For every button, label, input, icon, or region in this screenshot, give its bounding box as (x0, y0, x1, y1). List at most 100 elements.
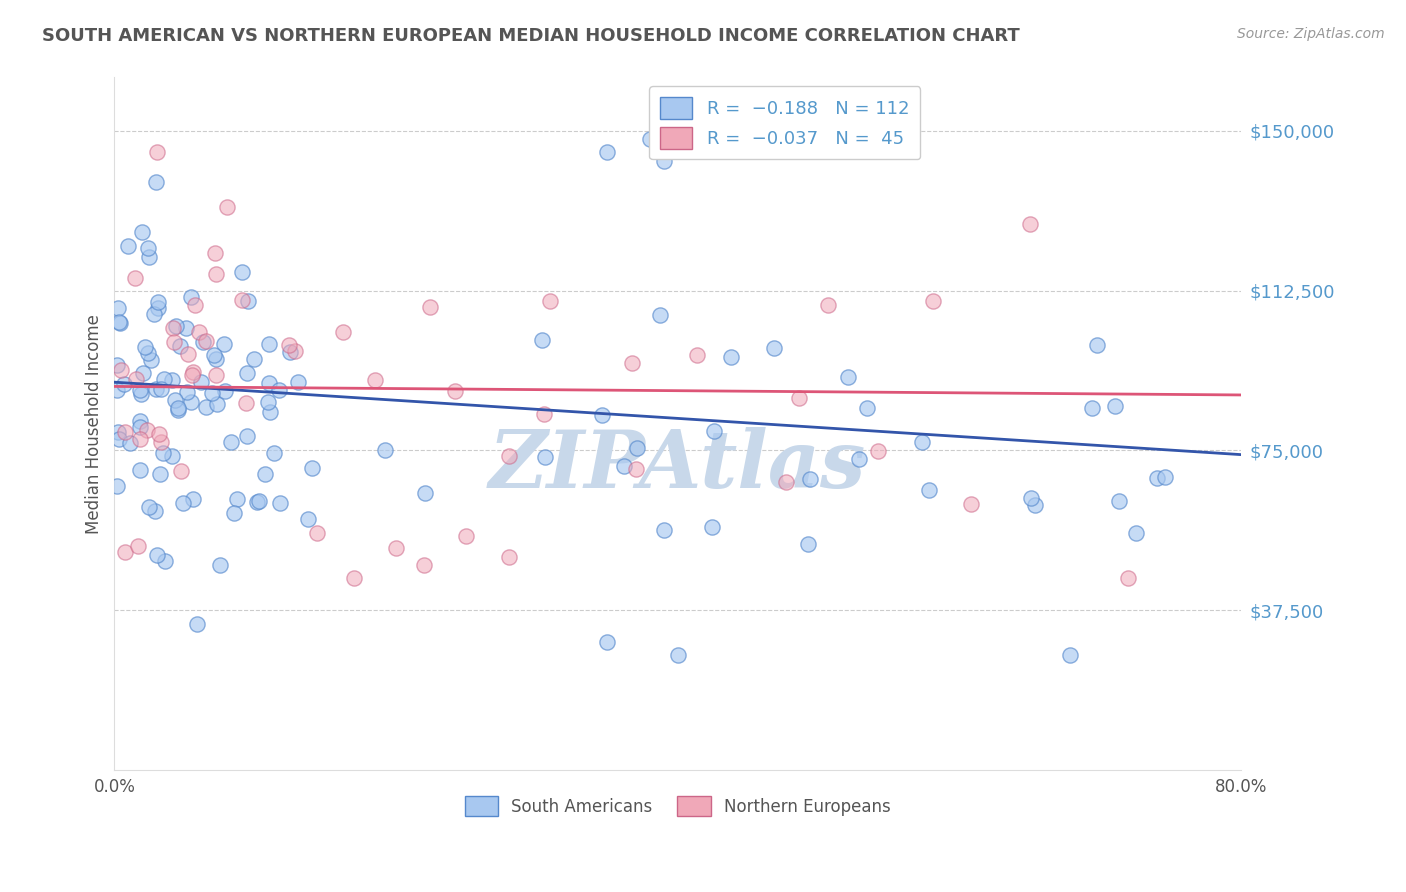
Point (148, 427, 170, 442)
Point (129, 414, 152, 428)
Point (190, 375, 212, 389)
Point (817, 298, 839, 312)
Point (180, 368, 202, 382)
Y-axis label: Median Household Income: Median Household Income (86, 314, 103, 533)
Point (205, 397, 228, 411)
Point (235, 396, 257, 410)
Point (187, 325, 209, 339)
Point (419, 300, 441, 314)
Point (1021, 491, 1043, 505)
Point (787, 391, 810, 405)
Point (143, 504, 166, 518)
Point (848, 452, 870, 467)
Point (257, 337, 280, 351)
Point (247, 494, 270, 508)
Point (332, 325, 354, 339)
Point (194, 400, 217, 414)
Point (702, 520, 724, 534)
Point (108, 316, 131, 330)
Point (534, 450, 557, 464)
Point (1018, 218, 1040, 232)
Point (856, 401, 879, 415)
Point (114, 425, 136, 440)
Point (112, 377, 135, 392)
Point (1085, 337, 1108, 351)
Point (118, 436, 141, 450)
Point (114, 545, 136, 559)
Point (125, 371, 148, 385)
Point (284, 343, 307, 358)
Point (150, 382, 173, 396)
Point (960, 497, 983, 511)
Point (149, 467, 172, 481)
Point (236, 293, 259, 308)
Point (301, 460, 323, 475)
Point (278, 345, 301, 359)
Point (259, 405, 281, 419)
Point (138, 346, 160, 360)
Point (666, 648, 689, 662)
Point (498, 549, 520, 564)
Point (201, 386, 224, 401)
Point (194, 334, 217, 348)
Point (181, 365, 204, 379)
Point (145, 382, 167, 396)
Point (866, 444, 889, 458)
Point (456, 528, 478, 542)
Point (132, 367, 155, 381)
Point (775, 475, 797, 489)
Point (686, 348, 709, 362)
Point (226, 491, 249, 506)
Point (444, 384, 467, 398)
Text: SOUTH AMERICAN VS NORTHERN EUROPEAN MEDIAN HOUSEHOLD INCOME CORRELATION CHART: SOUTH AMERICAN VS NORTHERN EUROPEAN MEDI… (42, 27, 1019, 45)
Point (110, 363, 132, 377)
Point (117, 239, 139, 253)
Point (596, 145, 619, 159)
Point (498, 449, 520, 463)
Point (214, 337, 236, 351)
Point (231, 265, 253, 279)
Point (267, 383, 290, 397)
Point (269, 496, 291, 510)
Point (128, 463, 150, 477)
Point (257, 376, 280, 390)
Point (654, 523, 676, 537)
Point (703, 424, 725, 438)
Point (1081, 401, 1104, 415)
Point (219, 435, 242, 450)
Point (127, 539, 149, 553)
Point (720, 350, 742, 364)
Point (374, 442, 396, 457)
Point (153, 554, 176, 568)
Point (107, 301, 129, 315)
Point (152, 446, 174, 460)
Point (176, 320, 198, 334)
Point (177, 347, 200, 361)
Point (166, 401, 188, 416)
Point (613, 458, 636, 473)
Point (1116, 571, 1139, 585)
Point (921, 294, 943, 309)
Point (287, 375, 309, 389)
Point (108, 432, 131, 446)
Point (1153, 470, 1175, 484)
Point (638, 132, 661, 146)
Point (1104, 399, 1126, 413)
Point (160, 373, 183, 387)
Text: Source: ZipAtlas.com: Source: ZipAtlas.com (1237, 27, 1385, 41)
Point (129, 420, 152, 434)
Point (626, 441, 648, 455)
Point (169, 339, 191, 353)
Point (231, 293, 253, 307)
Point (145, 145, 167, 159)
Point (202, 348, 225, 362)
Point (364, 373, 387, 387)
Point (243, 351, 266, 366)
Text: ZIPAtlas: ZIPAtlas (489, 426, 866, 504)
Point (124, 271, 146, 285)
Point (186, 617, 208, 632)
Point (235, 366, 257, 380)
Point (918, 483, 941, 497)
Point (1146, 471, 1168, 485)
Point (204, 245, 226, 260)
